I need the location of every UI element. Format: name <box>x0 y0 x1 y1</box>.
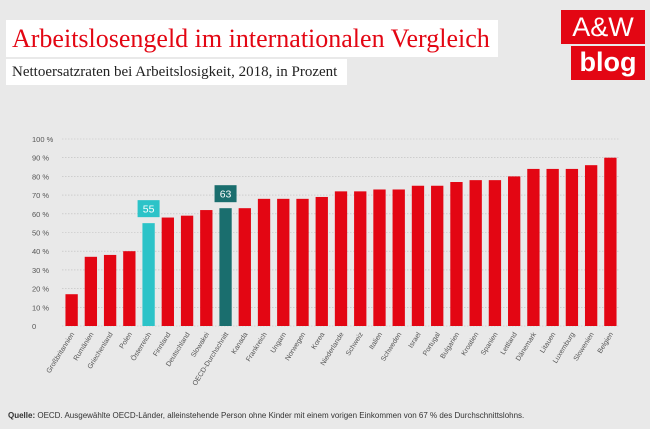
bar <box>200 210 213 326</box>
logo-line2: blog <box>571 46 645 80</box>
bar <box>584 165 598 326</box>
bar <box>334 191 348 326</box>
x-tick-label: Finnland <box>152 331 172 358</box>
x-tick-label: Spanien <box>480 331 500 357</box>
bar <box>65 294 78 326</box>
source-text: OECD. Ausgewählte OECD-Länder, alleinste… <box>35 411 525 420</box>
bar <box>546 168 559 326</box>
bar-value-label-box <box>137 200 160 218</box>
x-tick-label: Ungarn <box>270 331 288 354</box>
bar <box>488 180 502 326</box>
bar <box>277 198 290 326</box>
aw-blog-logo[interactable]: A&W blog <box>561 10 645 80</box>
x-tick-label: Israel <box>408 331 423 350</box>
chart-title: Arbeitslosengeld im internationalen Verg… <box>6 20 498 57</box>
x-tick-label: Litauen <box>539 331 557 354</box>
x-tick-label: Polen <box>119 331 134 350</box>
bar <box>527 168 540 326</box>
source-note: Quelle: OECD. Ausgewählte OECD-Länder, a… <box>8 411 524 420</box>
x-tick-label: Norwegen <box>284 331 307 362</box>
y-tick-label: 60 % <box>32 210 49 219</box>
bar <box>180 215 194 326</box>
bar <box>604 157 617 326</box>
y-tick-label: 10 % <box>32 303 49 312</box>
bar <box>84 256 98 326</box>
bar <box>565 168 579 326</box>
x-tick-label: Belgien <box>597 331 615 355</box>
x-tick-label: Schweden <box>380 331 403 363</box>
x-tick-label: Dänemark <box>515 331 538 363</box>
y-tick-label: 50 % <box>32 229 49 238</box>
bar <box>411 185 425 326</box>
y-tick-label: 70 % <box>32 191 49 200</box>
y-tick-label: 80 % <box>32 172 49 181</box>
y-tick-label: 30 % <box>32 266 49 275</box>
y-tick-label: 20 % <box>32 285 49 294</box>
bar <box>103 254 117 326</box>
x-tick-label: Großbritannien <box>46 331 77 374</box>
y-tick-label: 100 % <box>32 135 54 144</box>
bar <box>431 185 444 326</box>
bar <box>392 189 405 326</box>
bar <box>219 208 232 326</box>
x-tick-label: Kanada <box>231 331 250 355</box>
bar-value-label-box <box>214 185 237 203</box>
chart-subtitle: Nettoersatzraten bei Arbeitslosigkeit, 2… <box>6 59 348 85</box>
bar <box>450 182 463 326</box>
y-tick-label: 90 % <box>32 154 49 163</box>
bar <box>238 208 251 326</box>
bar <box>296 198 309 326</box>
x-tick-label: Schweiz <box>345 331 365 357</box>
x-tick-label: Slowakei <box>190 331 211 359</box>
x-tick-label: Portugal <box>422 331 442 357</box>
bar-value-label: 55 <box>143 204 155 216</box>
x-tick-label: Italien <box>368 331 384 351</box>
y-tick-label: 0 <box>32 322 36 331</box>
bar <box>123 251 136 326</box>
bar <box>142 223 155 326</box>
x-tick-label: Kroatien <box>461 331 481 357</box>
bar <box>354 191 367 326</box>
x-tick-label: Lettland <box>500 331 519 356</box>
x-tick-label: Slowenien <box>573 331 596 362</box>
bar <box>469 180 482 326</box>
x-tick-label: Korea <box>311 331 327 351</box>
y-tick-label: 40 % <box>32 247 49 256</box>
x-tick-label: Bulgarien <box>440 331 462 360</box>
x-tick-label: OECD-Durchschnitt <box>192 331 231 387</box>
logo-line1: A&W <box>561 10 645 44</box>
source-label: Quelle: <box>8 411 36 420</box>
bar <box>161 217 174 326</box>
bar <box>315 196 328 326</box>
bar <box>257 198 271 326</box>
bar <box>373 189 386 326</box>
bar-value-label: 63 <box>220 189 232 201</box>
bar <box>508 176 521 326</box>
